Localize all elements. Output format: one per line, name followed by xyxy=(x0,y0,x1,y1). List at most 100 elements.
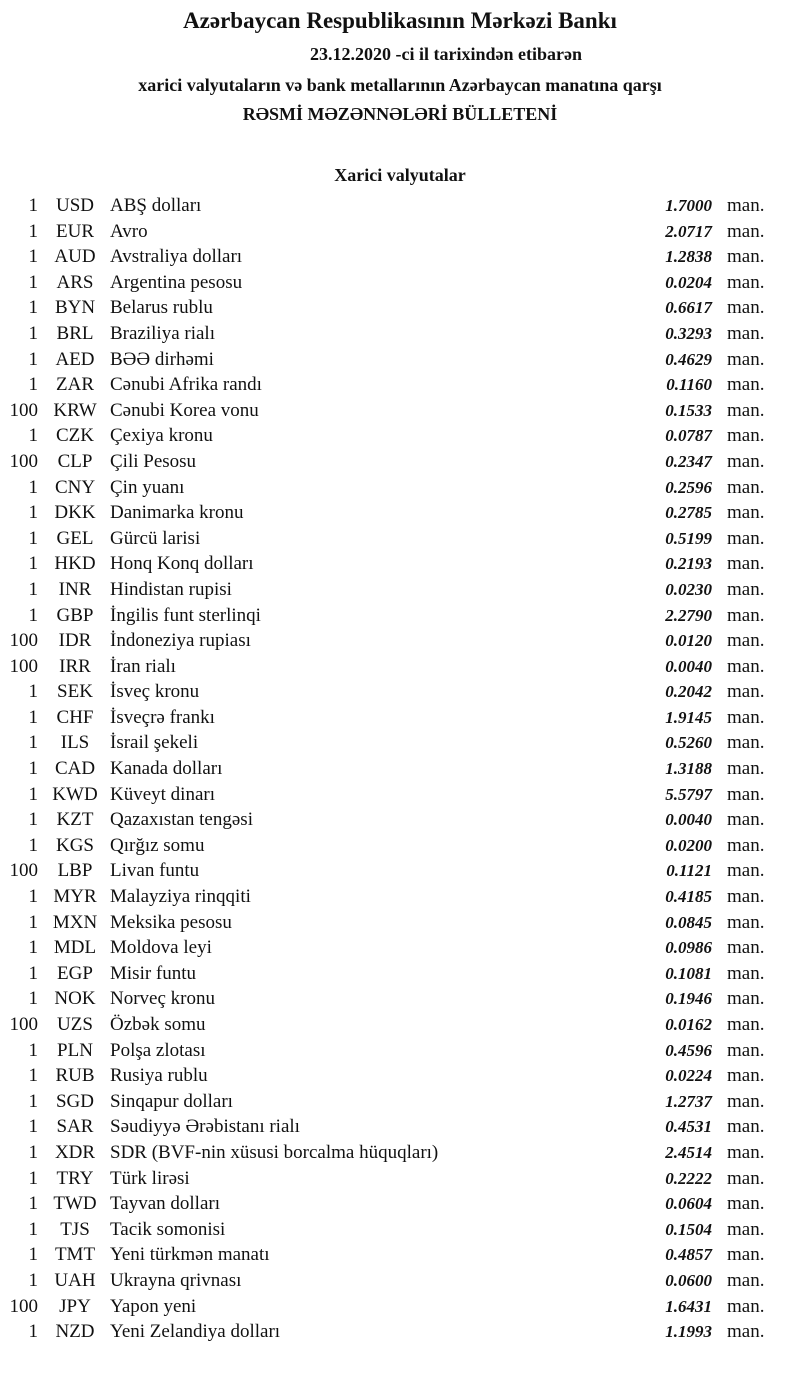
rate-value: 0.1946 xyxy=(665,989,712,1009)
rate-row: 1 PLN Polşa zlotası 0.4596 man. xyxy=(0,1038,800,1064)
nominal: 1 xyxy=(28,706,39,728)
currency-code: CLP xyxy=(57,450,93,472)
rate-value: 1.2838 xyxy=(665,247,712,267)
unit-label: man. xyxy=(727,297,765,319)
currency-code: SEK xyxy=(57,681,93,703)
rate-value: 0.2596 xyxy=(665,477,712,497)
rate-row: 1 MYR Malayziya rinqqiti 0.4185 man. xyxy=(0,884,800,910)
currency-name: Avro xyxy=(110,220,148,242)
rate-row: 1 DKK Danimarka kronu 0.2785 man. xyxy=(0,500,800,526)
unit-label: man. xyxy=(727,578,765,600)
nominal: 1 xyxy=(28,502,39,524)
unit-label: man. xyxy=(727,1321,765,1343)
rate-row: 100 KRW Cənubi Korea vonu 0.1533 man. xyxy=(0,398,800,424)
rate-row: 1 TJS Tacik somonisi 0.1504 man. xyxy=(0,1217,800,1243)
currency-code: TMT xyxy=(54,1244,96,1266)
rate-row: 1 EGP Misir funtu 0.1081 man. xyxy=(0,961,800,987)
rate-row: 1 BRL Braziliya rialı 0.3293 man. xyxy=(0,321,800,347)
rates-table: 1 USD ABŞ dolları 1.7000 man. 1 EUR Avro 2.0717 m… xyxy=(0,193,800,1345)
nominal: 1 xyxy=(28,220,39,242)
bulletin-title: RƏSMİ MƏZƏNNƏLƏRİ BÜLLETENİ xyxy=(242,104,558,124)
currency-code: RUB xyxy=(55,1065,95,1087)
currency-code: KZT xyxy=(56,809,94,831)
currency-name: Cənubi Afrika randı xyxy=(110,374,262,396)
currency-name: Malayziya rinqqiti xyxy=(110,886,251,908)
unit-label: man. xyxy=(727,630,765,652)
rate-row: 1 CAD Kanada dolları 1.3188 man. xyxy=(0,756,800,782)
currency-name: Yapon yeni xyxy=(110,1295,197,1317)
unit-label: man. xyxy=(727,271,765,293)
currency-name: Avstraliya dolları xyxy=(110,246,243,268)
currency-name: İsveçrə frankı xyxy=(110,706,215,728)
nominal: 1 xyxy=(28,962,39,984)
unit-label: man. xyxy=(727,425,765,447)
unit-label: man. xyxy=(727,911,765,933)
currency-name: Moldova leyi xyxy=(110,937,212,959)
currency-name: SDR (BVF-nin xüsusi borcalma hüquqları) xyxy=(110,1141,439,1163)
unit-label: man. xyxy=(727,604,765,626)
nominal: 1 xyxy=(28,322,39,344)
currency-name: Danimarka kronu xyxy=(110,502,244,524)
rate-value: 0.0120 xyxy=(665,631,712,651)
nominal: 1 xyxy=(28,1321,39,1343)
nominal: 1 xyxy=(28,732,39,754)
date-line: 23.12.2020 -ci il tarixindən etibarən xyxy=(310,44,582,64)
rate-row: 1 KWD Küveyt dinarı 5.5797 man. xyxy=(0,782,800,808)
rate-row: 1 EUR Avro 2.0717 man. xyxy=(0,219,800,245)
unit-label: man. xyxy=(727,1116,765,1138)
unit-label: man. xyxy=(727,399,765,421)
currency-name: Küveyt dinarı xyxy=(110,783,216,805)
rate-row: 1 CZK Çexiya kronu 0.0787 man. xyxy=(0,423,800,449)
currency-code: TWD xyxy=(53,1193,97,1215)
unit-label: man. xyxy=(727,988,765,1010)
rate-row: 1 CHF İsveçrə frankı 1.9145 man. xyxy=(0,705,800,731)
rate-value: 2.2790 xyxy=(665,605,712,625)
currency-name: Çili Pesosu xyxy=(110,450,197,472)
rate-value: 2.0717 xyxy=(665,221,712,241)
currency-code: USD xyxy=(55,195,94,216)
nominal: 100 xyxy=(9,450,39,472)
rate-row: 1 SGD Sinqapur dolları 1.2737 man. xyxy=(0,1089,800,1115)
rate-value: 0.2193 xyxy=(665,554,712,574)
nominal: 1 xyxy=(28,988,39,1010)
rate-row: 1 MDL Moldova leyi 0.0986 man. xyxy=(0,935,800,961)
rate-row: 1 TMT Yeni türkmən manatı 0.4857 man. xyxy=(0,1242,800,1268)
rate-value: 1.7000 xyxy=(665,196,712,215)
nominal: 100 xyxy=(9,1014,39,1035)
nominal: 1 xyxy=(28,809,39,831)
nominal: 1 xyxy=(28,1065,39,1087)
currency-name: Honq Konq dolları xyxy=(110,553,254,575)
currency-code: BYN xyxy=(54,297,96,319)
unit-label: man. xyxy=(727,450,765,472)
currency-code: AUD xyxy=(54,246,96,268)
currency-code: KGS xyxy=(55,834,94,856)
rate-value: 0.1081 xyxy=(665,963,712,983)
rate-value: 0.4857 xyxy=(665,1245,712,1265)
rate-value: 0.4185 xyxy=(665,887,712,907)
currency-code: GEL xyxy=(56,527,94,549)
nominal: 1 xyxy=(28,1116,39,1138)
currency-code: IDR xyxy=(58,630,92,652)
nominal: 1 xyxy=(28,1193,39,1215)
nominal: 1 xyxy=(28,1244,39,1266)
unit-label: man. xyxy=(727,1295,765,1317)
unit-label: man. xyxy=(727,195,765,216)
nominal: 100 xyxy=(9,630,39,652)
unit-label: man. xyxy=(727,502,765,524)
currency-code: CZK xyxy=(56,425,94,447)
currency-code: SAR xyxy=(56,1116,94,1138)
currency-name: Norveç kronu xyxy=(110,988,215,1010)
currency-code: JPY xyxy=(59,1295,91,1317)
currency-name: Yeni Zelandiya dolları xyxy=(110,1321,281,1343)
currency-name: İsrail şekeli xyxy=(110,732,199,754)
subtitle: xarici valyutaların və bank metallarının… xyxy=(138,75,662,95)
currency-name: Qazaxıstan tengəsi xyxy=(110,809,253,831)
unit-label: man. xyxy=(727,1141,765,1163)
nominal: 1 xyxy=(28,246,39,268)
currency-name: Cənubi Korea vonu xyxy=(110,399,259,421)
rate-value: 1.1993 xyxy=(665,1322,712,1342)
rate-row: 1 GBP İngilis funt sterlinqi 2.2790 man. xyxy=(0,603,800,629)
currency-code: SGD xyxy=(55,1090,94,1112)
currency-name: Polşa zlotası xyxy=(110,1039,206,1061)
rate-row: 1 NZD Yeni Zelandiya dolları 1.1993 man. xyxy=(0,1319,800,1345)
